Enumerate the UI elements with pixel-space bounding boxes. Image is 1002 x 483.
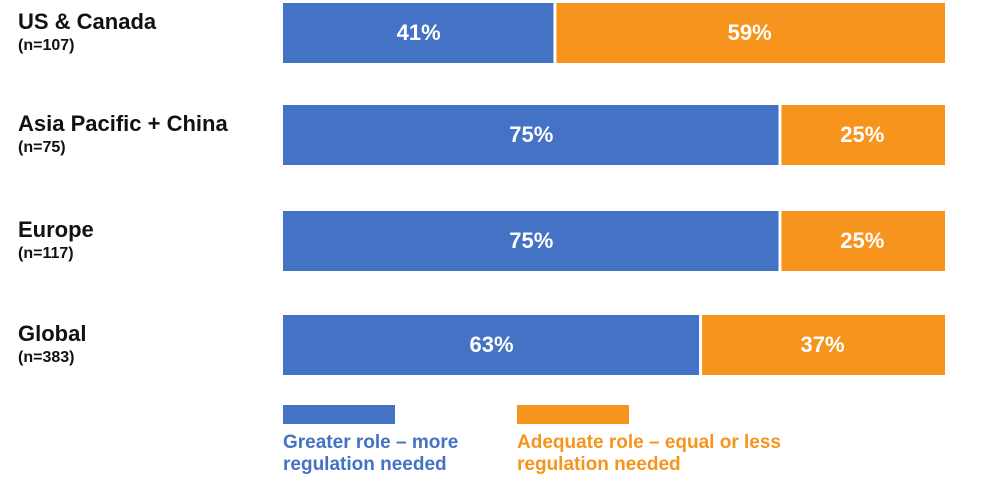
value-label: 63% [470,332,514,357]
value-label: 25% [840,122,884,147]
value-label: 75% [509,228,553,253]
bar-segment [283,105,779,165]
plot: US & Canada (n=107) 41% 59% Asia Pacific + C… [18,3,945,375]
value-label: 25% [840,228,884,253]
legend-swatch [283,405,395,424]
bar-segment [283,315,700,375]
bar-segment [283,211,779,271]
value-label: 41% [397,20,441,45]
bar-segment [781,105,945,165]
sample-size: (n=383) [18,349,74,366]
sample-size: (n=117) [18,245,74,262]
sample-size: (n=107) [18,37,74,54]
bar-segment [556,3,945,63]
category-label: Asia Pacific + China [18,111,228,136]
value-label: 75% [509,122,553,147]
category-label: Global [18,321,86,346]
category-label: US & Canada [18,9,157,34]
legend-swatch [517,405,629,424]
legend-label: Adequate role – equal or less regulation… [517,432,781,475]
sample-size: (n=75) [18,139,66,156]
bar-segment [702,315,945,375]
legend-label: Greater role – more regulation needed [283,432,459,475]
category-label: Europe [18,217,94,242]
bar-segment [781,211,945,271]
bar-segment [283,3,554,63]
value-label: 59% [728,20,772,45]
value-label: 37% [801,332,845,357]
